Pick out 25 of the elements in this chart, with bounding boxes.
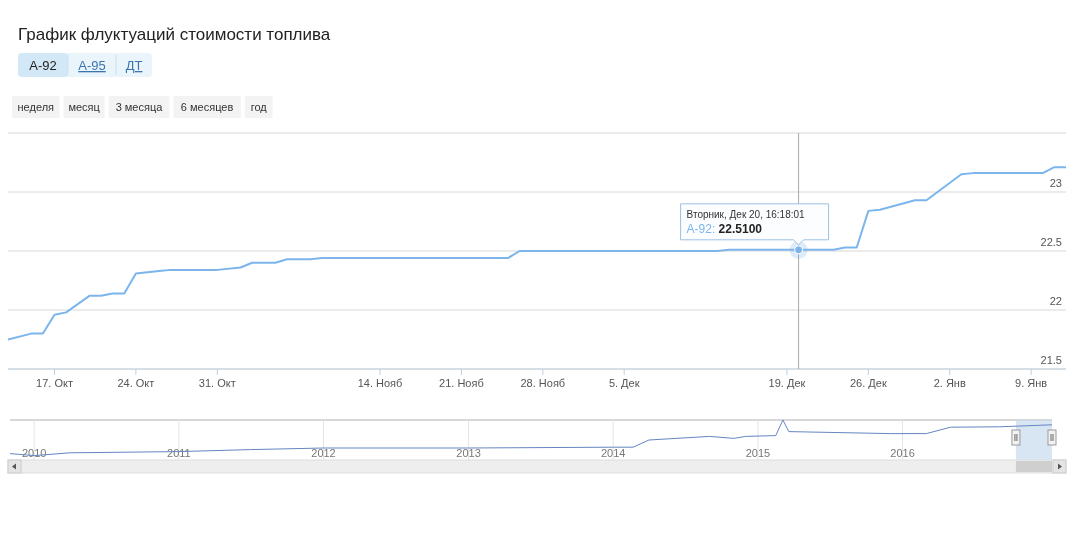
x-tick-label: 2. Янв bbox=[933, 377, 966, 389]
x-tick-label: 28. Нояб bbox=[520, 377, 566, 389]
x-tick-label: 19. Дек bbox=[768, 377, 806, 389]
x-tick-label: 5. Дек bbox=[608, 377, 640, 389]
x-tick-label: 9. Янв bbox=[1015, 377, 1048, 389]
chart-title: График флуктуаций стоимости топлива bbox=[18, 25, 331, 44]
annotation: А-92: 22.5100 bbox=[686, 221, 763, 236]
x-tick-label: 2016 bbox=[890, 447, 915, 459]
range-buttons: неделя месяц 3 месяца 6 месяцев год bbox=[12, 96, 273, 118]
y-tick-label: 22 bbox=[1049, 295, 1062, 307]
x-tick-label: 2015 bbox=[745, 447, 771, 459]
y-tick-label: 22.5 bbox=[1040, 236, 1062, 248]
x-tick-label: 17. Окт bbox=[36, 377, 73, 389]
annotation: Вторник, Дек 20, 16:18:01 bbox=[686, 208, 806, 220]
x-tick-label: 26. Дек bbox=[849, 377, 887, 389]
x-tick-label: 14. Нояб bbox=[357, 377, 403, 389]
x-tick-label: 2014 bbox=[601, 447, 626, 459]
y-tick-label: 23 bbox=[1049, 177, 1062, 189]
x-tick-label: 31. Окт bbox=[198, 377, 236, 389]
x-tick-label: 21. Нояб bbox=[439, 377, 484, 389]
x-tick-label: 2012 bbox=[311, 447, 336, 459]
x-tick-label: 2013 bbox=[456, 447, 481, 459]
x-tick-label: 24. Окт bbox=[117, 377, 155, 389]
fuel-tabs: А-92 А-95 ДТ bbox=[18, 53, 152, 77]
y-tick-label: 21.5 bbox=[1040, 354, 1062, 366]
